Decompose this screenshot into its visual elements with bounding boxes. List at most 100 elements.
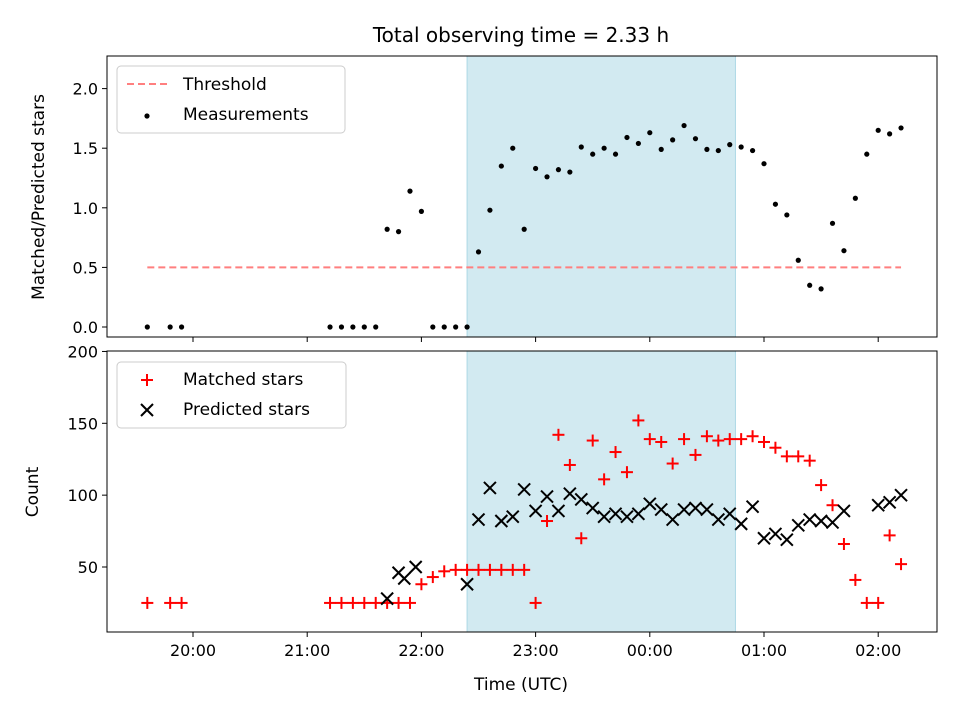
bottom-y-axis-label: Count (23, 466, 43, 517)
matched-star-point (426, 571, 439, 584)
x-tick-label: 21:00 (284, 641, 330, 660)
predicted-star-point (871, 498, 885, 512)
measurement-point (784, 212, 790, 218)
matched-star-point (700, 430, 713, 443)
measurement-point (578, 144, 584, 150)
matched-star-point (506, 563, 519, 576)
predicted-star-point (460, 577, 474, 591)
predicted-star-point (768, 527, 783, 541)
predicted-star-point (825, 515, 840, 530)
matched-star-point (552, 428, 565, 441)
matched-star-point (575, 532, 588, 545)
measurement-point (715, 147, 721, 154)
measurement-point (612, 151, 619, 157)
top-panel-frame (106, 55, 938, 338)
predicted-star-point (574, 492, 588, 507)
predicted-star-point (563, 487, 577, 501)
predicted-star-point (551, 504, 566, 518)
matched-star-point (403, 596, 416, 609)
matched-star-point (358, 596, 371, 609)
predicted-star-point (517, 482, 531, 497)
matched-star-point (324, 596, 337, 609)
predicted-star-point (894, 488, 908, 502)
legend-measurements-swatch (144, 113, 150, 119)
legend-predicted-label: Predicted stars (183, 400, 310, 420)
y-tick-label: 1.0 (73, 199, 98, 218)
matched-star-point (826, 499, 839, 512)
legend-threshold-label: Threshold (182, 75, 267, 95)
matched-star-point (632, 414, 645, 427)
chart-title: Total observing time = 2.33 h (372, 23, 669, 47)
measurement-point (818, 286, 824, 292)
measurement-point (338, 324, 345, 330)
predicted-star-point (471, 512, 486, 527)
measurement-point (670, 137, 676, 143)
y-tick-label: 100 (67, 486, 98, 505)
predicted-star-point (608, 507, 623, 521)
matched-star-point (849, 573, 862, 586)
predicted-star-point (757, 531, 771, 545)
predicted-star-point (700, 502, 714, 517)
matched-star-point (895, 558, 908, 571)
predicted-star-point (494, 514, 509, 528)
measurement-point (590, 151, 596, 157)
predicted-star-point (597, 509, 611, 524)
matched-star-point (746, 430, 759, 443)
matched-star-point (860, 596, 873, 609)
top-legend: Threshold Measurements (116, 65, 346, 134)
x-tick-label: 22:00 (398, 641, 444, 660)
measurement-point (384, 226, 390, 232)
predicted-star-point (723, 507, 737, 521)
measurement-point (373, 324, 379, 330)
matched-star-point (666, 457, 679, 470)
predicted-star-point (654, 502, 668, 517)
measurement-point (555, 167, 562, 173)
measurement-point (498, 163, 504, 169)
measurement-point (887, 131, 893, 137)
measurement-point (178, 324, 185, 330)
measurement-point (875, 127, 881, 133)
matched-star-point (415, 578, 428, 591)
matched-star-point (609, 446, 622, 459)
matched-star-point (483, 563, 496, 576)
measurement-point (567, 169, 573, 175)
y-tick-label: 0.0 (73, 318, 98, 337)
measurement-point (361, 324, 367, 330)
measurement-point (807, 282, 813, 288)
predicted-star-point (540, 489, 554, 504)
matched-star-point (620, 466, 633, 479)
measurement-point (761, 161, 767, 167)
matched-star-point (678, 433, 691, 446)
matched-star-point (803, 454, 816, 467)
matched-star-point (335, 596, 348, 609)
predicted-star-point (882, 495, 897, 510)
measurement-point (453, 324, 459, 330)
matched-star-point (758, 435, 770, 448)
matched-star-point (883, 529, 896, 542)
measurement-point (624, 134, 630, 141)
y-tick-label: 200 (67, 342, 98, 361)
measurement-point (727, 142, 733, 148)
matched-star-point (369, 596, 382, 609)
matched-star-point (518, 563, 531, 576)
measurement-point (829, 220, 836, 226)
measurement-point (681, 122, 687, 129)
matched-star-point (689, 448, 702, 461)
matched-star-point (655, 435, 668, 448)
top-legend-box (116, 65, 346, 134)
matched-star-point (792, 450, 805, 463)
measurement-point (635, 140, 641, 147)
x-axis-label: Time (UTC) (473, 675, 568, 695)
measurement-point (738, 144, 744, 150)
y-tick-label: 150 (67, 414, 98, 433)
matched-star-point (815, 479, 828, 492)
matched-star-point (449, 563, 462, 576)
matched-star-point (392, 596, 405, 609)
measurement-point (841, 248, 847, 254)
matched-star-point (346, 596, 359, 609)
measurement-point (704, 146, 710, 152)
matched-star-point (563, 458, 576, 471)
matched-star-point (837, 538, 850, 551)
observing-window-span (466, 350, 736, 633)
